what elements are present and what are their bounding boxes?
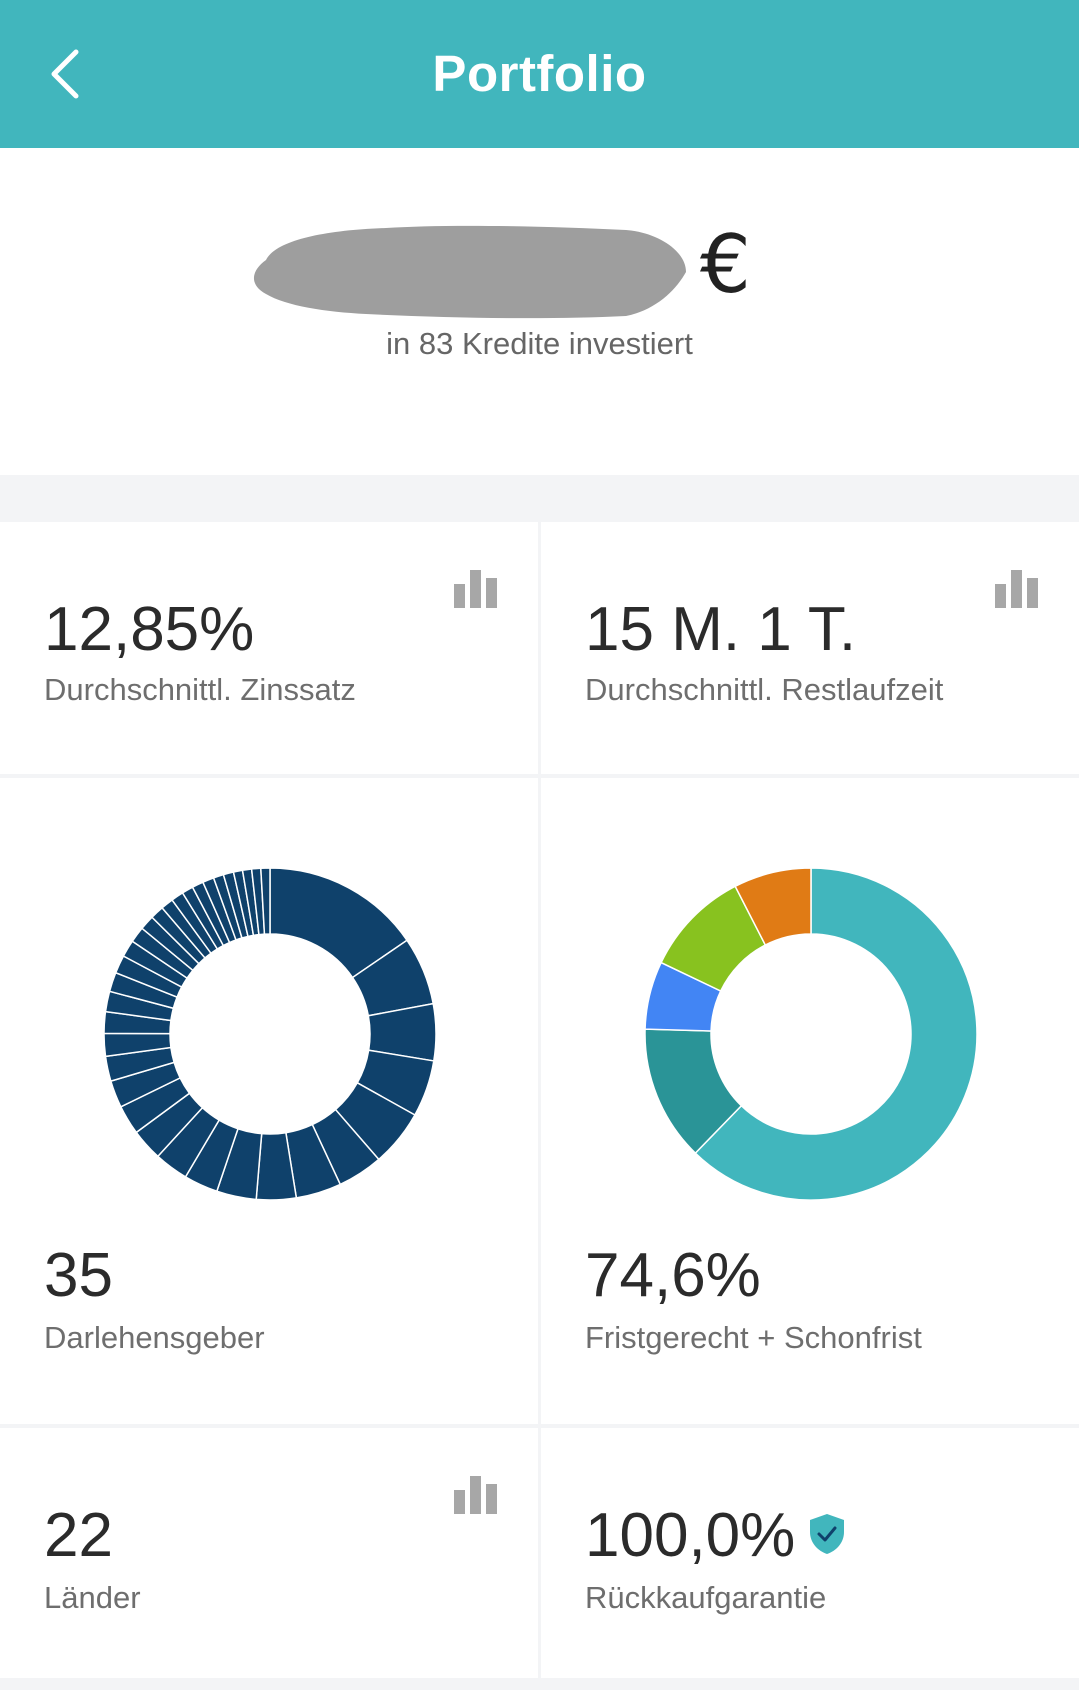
interest-rate-label: Durchschnittl. Zinssatz — [44, 672, 356, 707]
buyback-guarantee-card[interactable]: 100,0% Rückkaufgarantie — [541, 1428, 1079, 1678]
bar-chart-icon[interactable] — [454, 1472, 498, 1514]
guarantee-label: Rückkaufgarantie — [585, 1580, 827, 1615]
lenders-card[interactable]: 35 Darlehensgeber — [0, 778, 538, 1424]
interest-rate-value: 12,85% — [44, 595, 255, 664]
guarantee-value: 100,0% — [585, 1501, 796, 1570]
lenders-label: Darlehensgeber — [44, 1320, 265, 1355]
back-button[interactable] — [28, 38, 100, 110]
redacted-amount — [253, 225, 686, 319]
portfolio-summary: € in 83 Kredite investiert — [0, 148, 1079, 475]
status-slice — [734, 867, 812, 947]
loan-status-donut-chart — [644, 867, 978, 1201]
loan-status-card[interactable]: 74,6% Fristgerecht + Schonfrist — [541, 778, 1079, 1424]
interest-rate-card[interactable]: 12,85% Durchschnittl. Zinssatz — [0, 522, 538, 774]
loan-status-value: 74,6% — [585, 1241, 761, 1310]
countries-value: 22 — [44, 1501, 113, 1570]
page-title: Portfolio — [432, 45, 647, 102]
invested-loans-text: in 83 Kredite investiert — [386, 326, 693, 361]
bar-chart-icon[interactable] — [454, 566, 498, 608]
bar-chart-icon[interactable] — [995, 566, 1039, 608]
lenders-donut-chart — [103, 867, 437, 1201]
lenders-value: 35 — [44, 1241, 113, 1310]
top-app-bar: Portfolio — [0, 0, 1079, 148]
currency-symbol: € — [700, 218, 751, 311]
remaining-term-value: 15 M. 1 T. — [585, 595, 857, 664]
countries-card[interactable]: 22 Länder — [0, 1428, 538, 1678]
lender-slice — [260, 867, 271, 935]
remaining-term-label: Durchschnittl. Restlaufzeit — [585, 672, 944, 707]
status-slice — [694, 867, 978, 1201]
countries-label: Länder — [44, 1580, 141, 1615]
guarantee-value-row: 100,0% — [585, 1500, 847, 1571]
shield-check-icon — [810, 1513, 845, 1554]
chevron-left-icon — [51, 49, 79, 99]
remaining-term-card[interactable]: 15 M. 1 T. Durchschnittl. Restlaufzeit — [541, 522, 1079, 774]
loan-status-label: Fristgerecht + Schonfrist — [585, 1320, 922, 1355]
